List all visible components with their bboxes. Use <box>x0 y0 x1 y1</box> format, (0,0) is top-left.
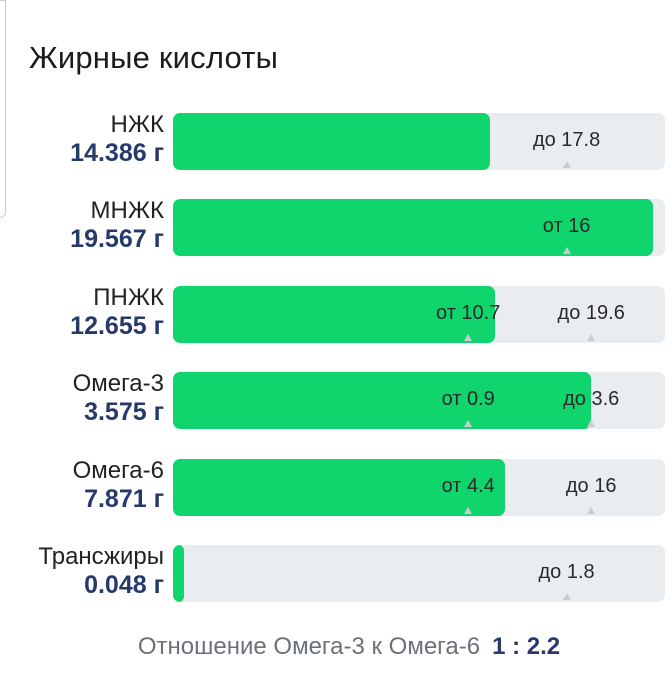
nutrient-name: Омега-3 <box>72 370 164 397</box>
fatty-acid-row: Трансжиры 0.048 г до 1.8 <box>0 543 672 603</box>
nutrient-name: Омега-6 <box>72 457 164 484</box>
nutrient-amount: 3.575 г <box>84 398 164 426</box>
row-label: НЖК 14.386 г <box>70 111 164 167</box>
progress-fill <box>173 459 506 516</box>
progress-fill <box>173 113 491 170</box>
omega-ratio-label: Отношение Омега-3 к Омега-6 <box>137 633 481 660</box>
norm-marker-label: до 3.6 <box>563 388 620 410</box>
norm-marker-tick-icon <box>587 420 596 427</box>
norm-marker-tick-icon <box>562 593 571 600</box>
nutrient-name: Трансжиры <box>38 543 164 570</box>
nutrient-amount: 19.567 г <box>70 225 164 253</box>
row-label: Омега-6 7.871 г <box>73 457 164 513</box>
norm-marker-tick-icon <box>464 334 473 341</box>
progress-track: от 0.9 до 3.6 <box>173 372 665 429</box>
fatty-acid-row: НЖК 14.386 г до 17.8 <box>0 111 672 171</box>
row-label: Трансжиры 0.048 г <box>38 543 164 599</box>
norm-marker-tick-icon <box>587 507 596 514</box>
norm-marker-label: до 16 <box>565 475 617 497</box>
progress-track: до 17.8 <box>173 113 665 170</box>
norm-marker-label: от 16 <box>542 215 591 237</box>
norm-marker-label: до 19.6 <box>557 302 625 324</box>
row-label: ПНЖК 12.655 г <box>70 284 164 340</box>
omega-ratio: Отношение Омега-3 к Омега-6 1 : 2.2 <box>0 633 672 661</box>
fatty-acid-row: МНЖК 19.567 г от 16 <box>0 197 672 257</box>
progress-fill <box>173 199 653 256</box>
norm-marker-tick-icon <box>464 507 473 514</box>
progress-fill <box>173 286 496 343</box>
row-label: МНЖК 19.567 г <box>70 197 164 253</box>
norm-marker-label: от 0.9 <box>441 388 495 410</box>
norm-marker-tick-icon <box>587 334 596 341</box>
adjacent-card-edge <box>0 0 6 218</box>
progress-fill <box>173 372 592 429</box>
fatty-acid-row: Омега-3 3.575 г от 0.9 до 3.6 <box>0 370 672 430</box>
norm-marker-label: до 17.8 <box>532 129 601 151</box>
nutrient-name: МНЖК <box>90 197 164 224</box>
fatty-acid-row: ПНЖК 12.655 г от 10.7 до 19.6 <box>0 284 672 344</box>
nutrient-amount: 0.048 г <box>84 571 164 599</box>
fatty-acid-row: Омега-6 7.871 г от 4.4 до 16 <box>0 457 672 517</box>
nutrient-amount: 12.655 г <box>70 312 164 340</box>
progress-track: от 10.7 до 19.6 <box>173 286 665 343</box>
norm-marker-label: от 10.7 <box>436 302 501 324</box>
progress-track: до 1.8 <box>173 545 665 602</box>
progress-track: от 16 <box>173 199 665 256</box>
progress-track: от 4.4 до 16 <box>173 459 665 516</box>
progress-fill <box>173 545 184 602</box>
section-title: Жирные кислоты <box>29 40 279 75</box>
norm-marker-tick-icon <box>562 161 571 168</box>
nutrient-amount: 7.871 г <box>84 485 164 513</box>
nutrient-name: НЖК <box>110 111 164 138</box>
nutrient-amount: 14.386 г <box>70 139 164 167</box>
norm-marker-tick-icon <box>562 247 571 254</box>
nutrient-name: ПНЖК <box>93 284 164 311</box>
norm-marker-label: от 4.4 <box>441 475 495 497</box>
omega-ratio-value: 1 : 2.2 <box>492 633 561 660</box>
norm-marker-label: до 1.8 <box>538 561 595 583</box>
norm-marker-tick-icon <box>464 420 473 427</box>
row-label: Омега-3 3.575 г <box>73 370 164 426</box>
